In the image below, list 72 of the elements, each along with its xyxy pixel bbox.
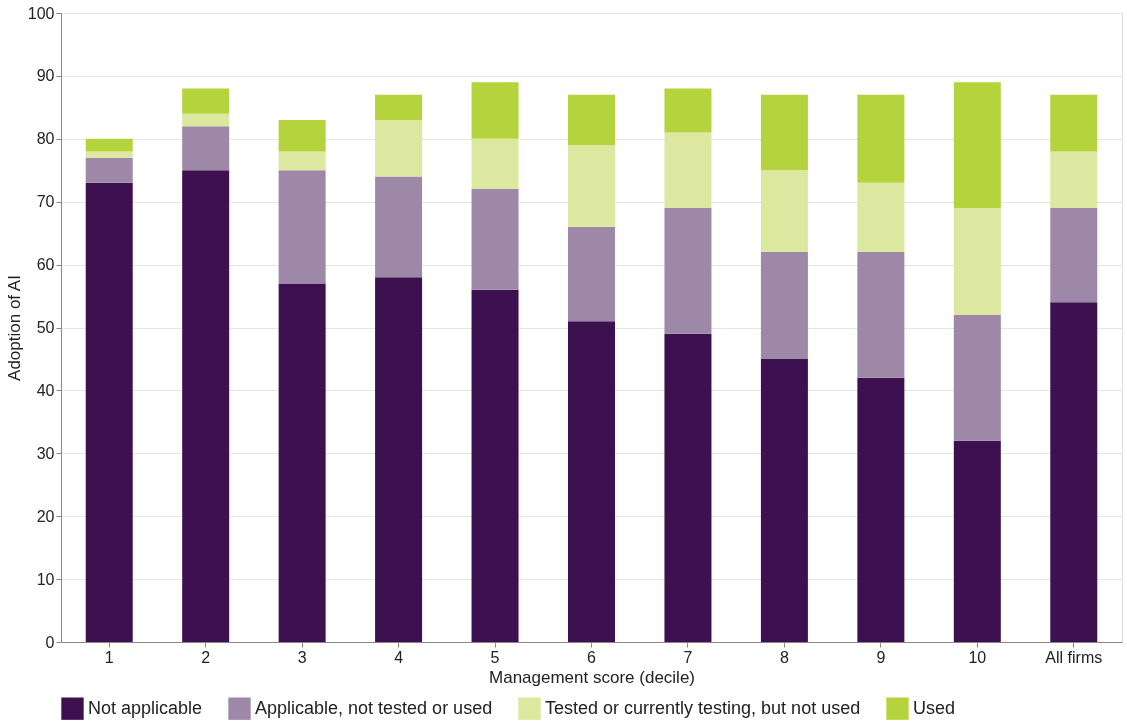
bar xyxy=(568,94,615,146)
x-tick-label: 7 xyxy=(683,648,693,666)
bar xyxy=(278,170,326,284)
bar xyxy=(278,119,326,152)
x-tick-label: 3 xyxy=(297,648,307,666)
x-tick-label: 10 xyxy=(968,648,987,666)
x-tick-label: 1 xyxy=(104,648,114,666)
bar xyxy=(857,252,905,378)
bar xyxy=(471,82,519,139)
bar xyxy=(182,170,230,642)
bar xyxy=(953,207,1001,315)
bar xyxy=(857,377,905,642)
legend-label: Not applicable xyxy=(88,697,203,718)
y-tick-label: 50 xyxy=(36,319,55,336)
bar xyxy=(664,207,712,334)
legend-label: Used xyxy=(913,697,956,718)
bar xyxy=(760,94,808,171)
y-tick-label: 0 xyxy=(45,633,55,651)
bar xyxy=(953,440,1001,642)
bar xyxy=(182,88,230,114)
x-tick-label: 6 xyxy=(587,648,597,666)
bar xyxy=(85,138,133,152)
bar xyxy=(85,157,133,183)
bar xyxy=(953,314,1001,441)
bar xyxy=(278,283,326,642)
bar xyxy=(375,94,423,120)
bar xyxy=(182,126,230,171)
x-tick-label: 5 xyxy=(490,648,500,666)
bar xyxy=(1050,94,1098,152)
bar xyxy=(471,138,519,190)
y-tick-label: 40 xyxy=(36,381,55,399)
bar xyxy=(85,182,133,642)
y-tick-label: 60 xyxy=(36,256,55,274)
y-tick-label: 20 xyxy=(36,507,55,525)
x-tick-label: 2 xyxy=(201,648,211,666)
bar xyxy=(1050,207,1098,303)
bar xyxy=(182,113,230,127)
bar xyxy=(953,82,1001,208)
bar xyxy=(85,151,133,158)
x-axis-title: Management score (decile) xyxy=(489,667,695,687)
x-tick-label: 9 xyxy=(876,648,886,666)
bar xyxy=(568,145,615,227)
bar xyxy=(375,277,423,642)
x-tick-label: All firms xyxy=(1045,648,1103,666)
x-tick-label: 8 xyxy=(779,648,789,666)
bar xyxy=(760,252,808,359)
bar xyxy=(568,226,615,322)
x-tick-label: 4 xyxy=(394,648,404,666)
bar xyxy=(1050,151,1098,208)
bar xyxy=(1050,302,1098,642)
bar xyxy=(664,88,712,133)
bar xyxy=(857,182,905,253)
bar xyxy=(664,333,712,642)
bar xyxy=(375,176,423,278)
y-tick-label: 80 xyxy=(36,130,55,148)
bar xyxy=(278,151,326,171)
bar xyxy=(568,321,615,642)
bar xyxy=(471,189,519,290)
y-axis-title: Adoption of AI xyxy=(4,275,24,381)
y-tick-label: 70 xyxy=(36,193,55,211)
y-tick-label: 30 xyxy=(36,444,55,462)
bar xyxy=(760,358,808,642)
bar xyxy=(760,170,808,253)
legend-label: Tested or currently testing, but not used xyxy=(545,697,861,718)
legend-label: Applicable, not tested or used xyxy=(255,697,493,718)
y-tick-label: 10 xyxy=(36,570,55,588)
bar xyxy=(471,289,519,642)
bar xyxy=(375,119,423,177)
y-tick-label: 100 xyxy=(27,4,55,22)
y-tick-label: 90 xyxy=(36,67,55,85)
bar xyxy=(664,132,712,208)
bar xyxy=(857,94,905,183)
